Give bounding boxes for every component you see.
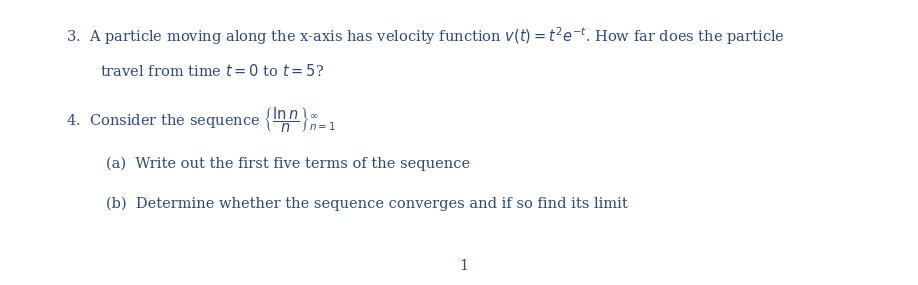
Text: 3.  A particle moving along the x-axis has velocity function $v(t) = t^2e^{-t}$.: 3. A particle moving along the x-axis ha…: [66, 26, 785, 47]
Text: travel from time $t = 0$ to $t = 5$?: travel from time $t = 0$ to $t = 5$?: [100, 63, 324, 79]
Text: (b)  Determine whether the sequence converges and if so find its limit: (b) Determine whether the sequence conve…: [106, 197, 627, 211]
Text: (a)  Write out the first five terms of the sequence: (a) Write out the first five terms of th…: [106, 157, 470, 171]
Text: 1: 1: [459, 259, 468, 273]
Text: 4.  Consider the sequence $\left\{\dfrac{\ln n}{n}\right\}_{n=1}^{\infty}$: 4. Consider the sequence $\left\{\dfrac{…: [66, 105, 336, 135]
